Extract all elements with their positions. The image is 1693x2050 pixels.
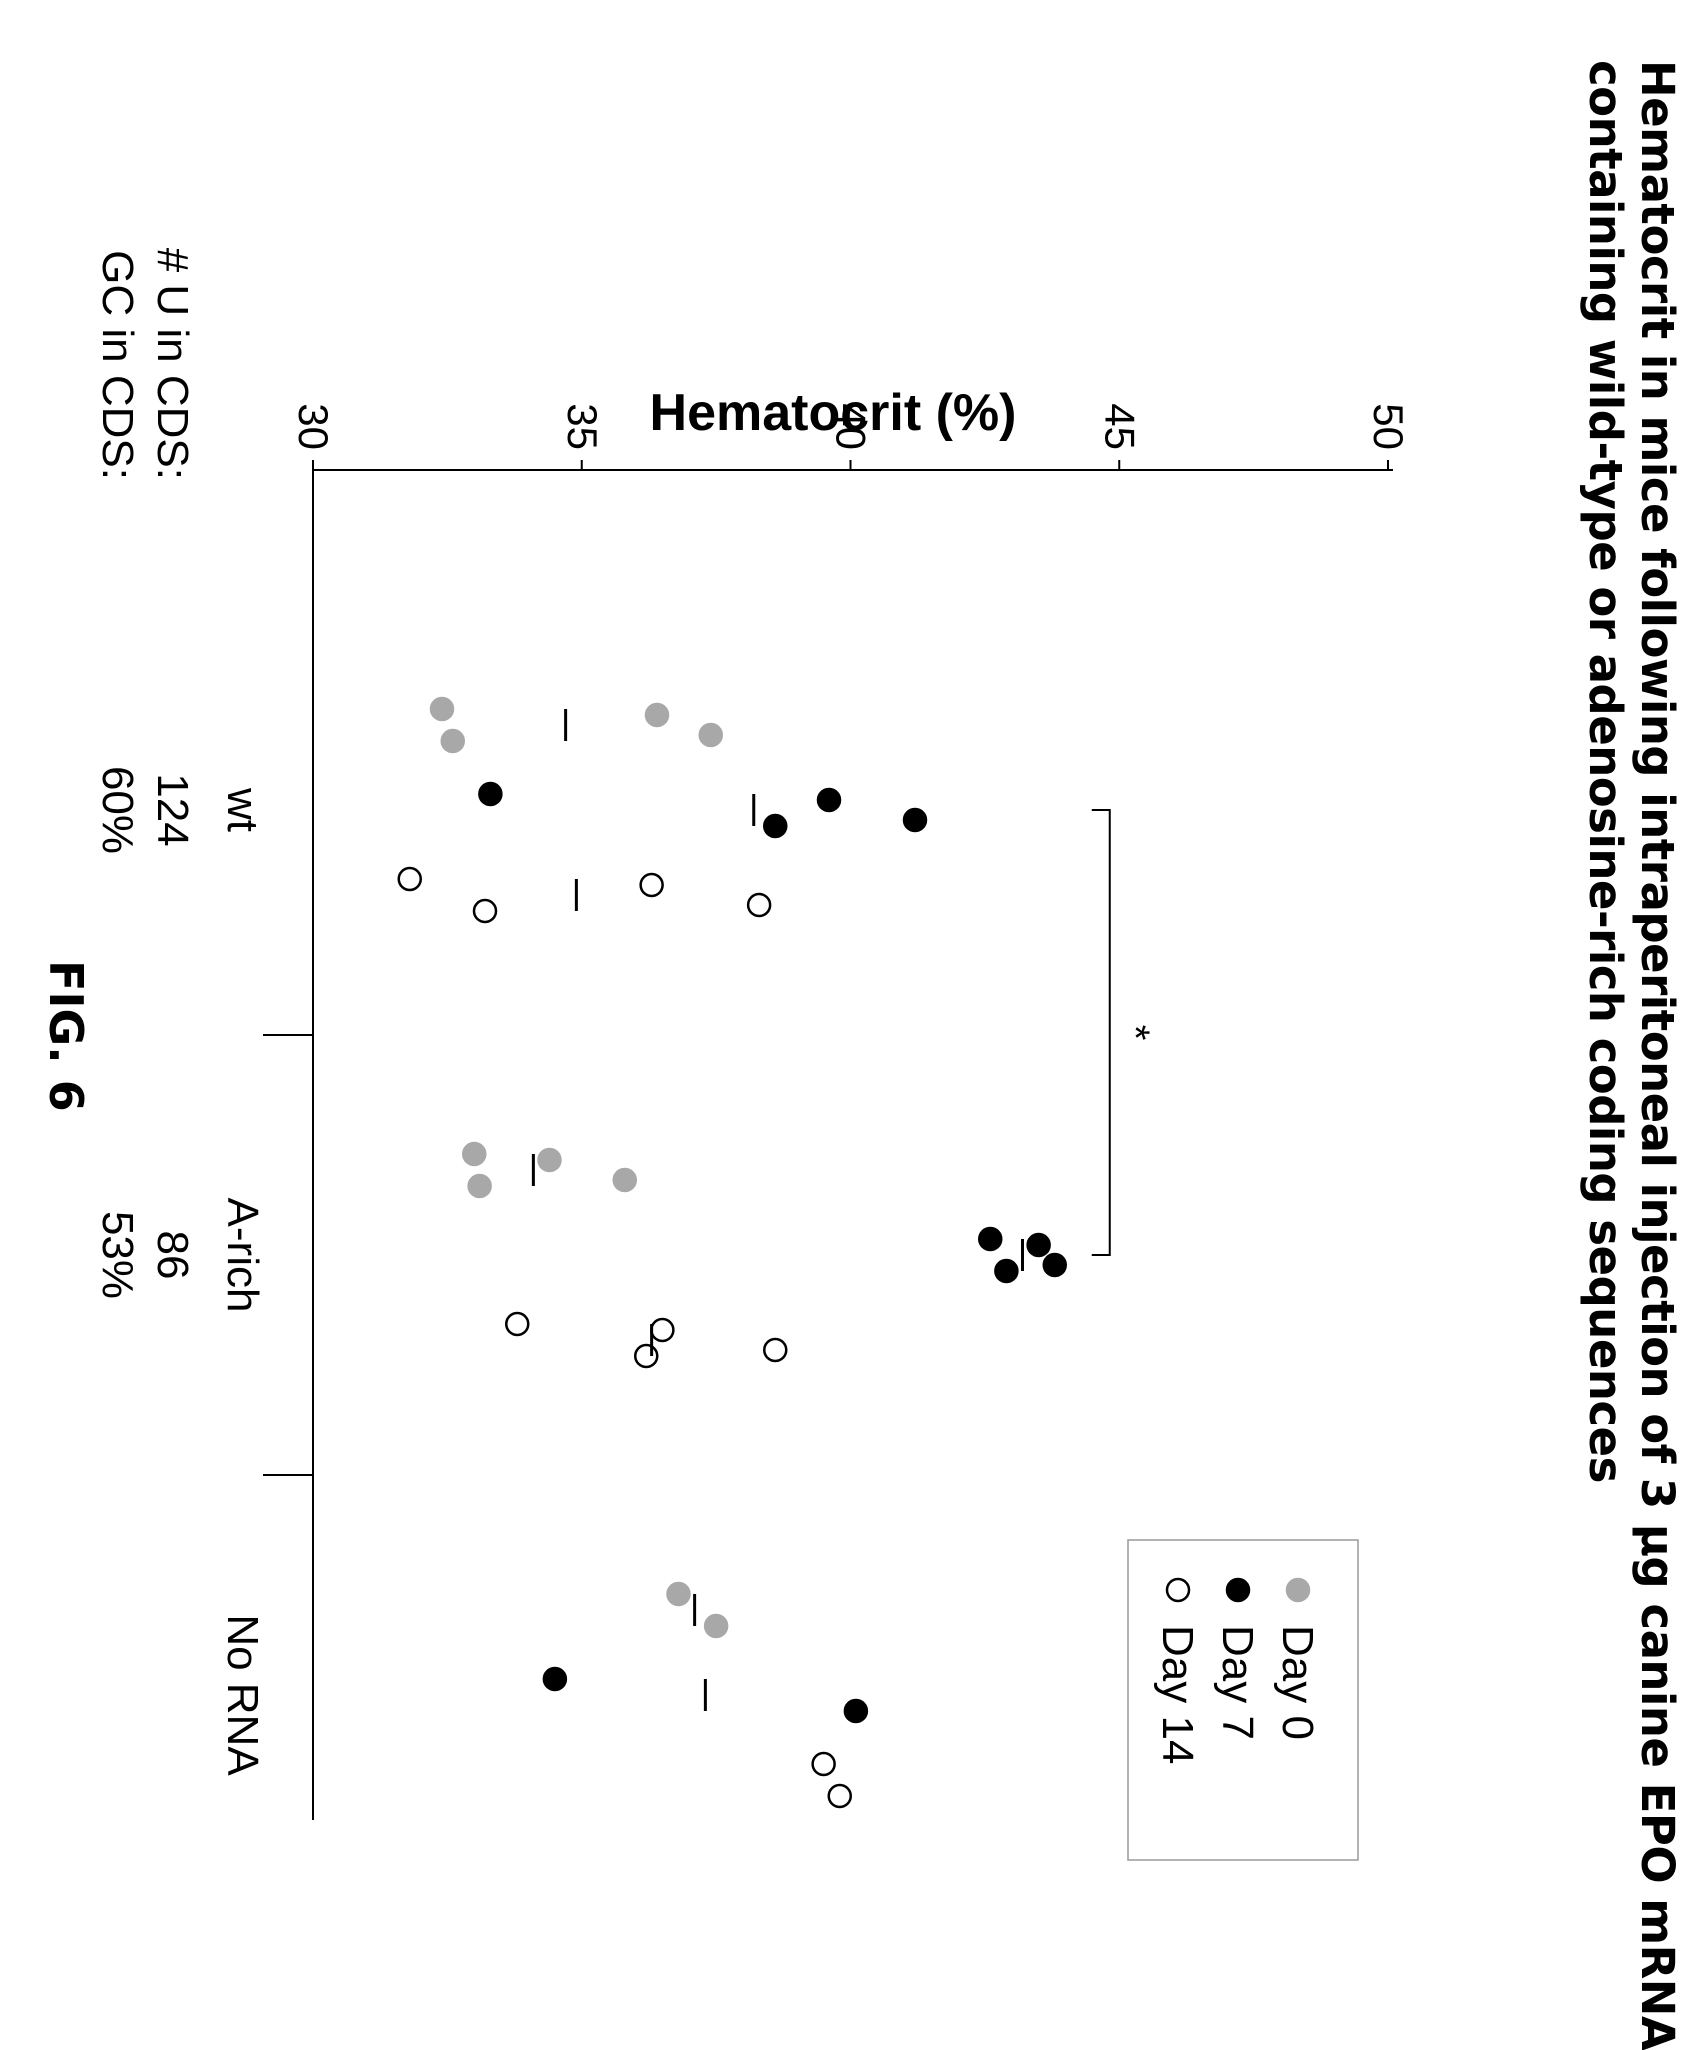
data-point bbox=[644, 702, 670, 728]
data-point bbox=[397, 866, 422, 892]
data-point bbox=[505, 1311, 530, 1337]
legend-box bbox=[1127, 1539, 1359, 1861]
gc-in-cds-row-label: GC in CDS: bbox=[93, 250, 142, 480]
legend-label: Day 14 bbox=[1153, 1625, 1202, 1764]
data-point bbox=[478, 781, 503, 807]
u-in-cds-row-label: # U in CDS: bbox=[148, 248, 197, 480]
data-point bbox=[429, 696, 455, 722]
data-point bbox=[1026, 1232, 1051, 1258]
figure-label: FIG. 6 bbox=[39, 960, 93, 1112]
data-point bbox=[763, 1337, 788, 1363]
data-point bbox=[537, 1147, 562, 1173]
data-point bbox=[612, 1167, 637, 1193]
significance-bracket bbox=[1091, 809, 1111, 1256]
data-point bbox=[902, 807, 928, 833]
data-point bbox=[440, 728, 465, 754]
u-in-cds-value: 86 bbox=[148, 1231, 197, 1280]
data-point bbox=[467, 1173, 492, 1199]
gc-in-cds-value: 53% bbox=[93, 1211, 142, 1299]
data-point bbox=[811, 1751, 836, 1777]
data-point bbox=[843, 1698, 869, 1724]
legend-label: Day 7 bbox=[1213, 1625, 1262, 1740]
legend-marker bbox=[1285, 1577, 1311, 1603]
category-label: A-rich bbox=[218, 1198, 267, 1313]
data-point bbox=[994, 1258, 1019, 1284]
data-point bbox=[703, 1613, 729, 1639]
data-point bbox=[746, 892, 772, 918]
y-axis-label: Hematocrit (%) bbox=[650, 384, 1017, 442]
data-point bbox=[698, 722, 723, 748]
legend-label: Day 0 bbox=[1273, 1625, 1322, 1740]
y-tick-label: 50 bbox=[1365, 403, 1412, 450]
significance-asterisk: * bbox=[1113, 1025, 1157, 1041]
data-point bbox=[978, 1226, 1003, 1252]
u-in-cds-value: 124 bbox=[148, 773, 197, 846]
data-point bbox=[472, 898, 498, 924]
data-point bbox=[462, 1141, 487, 1167]
data-point bbox=[639, 872, 664, 898]
data-point bbox=[816, 787, 842, 813]
data-point bbox=[1042, 1252, 1067, 1278]
data-point bbox=[763, 813, 788, 839]
data-point bbox=[666, 1581, 691, 1607]
y-tick-label: 40 bbox=[828, 403, 875, 450]
data-point bbox=[634, 1343, 659, 1369]
data-point bbox=[650, 1317, 675, 1343]
legend-marker bbox=[1165, 1577, 1191, 1603]
data-point bbox=[827, 1783, 852, 1809]
category-label: No RNA bbox=[218, 1614, 267, 1776]
data-point bbox=[542, 1666, 568, 1692]
y-tick-label: 30 bbox=[290, 403, 337, 450]
category-label: wt bbox=[218, 787, 267, 832]
legend-marker bbox=[1225, 1577, 1251, 1603]
gc-in-cds-value: 60% bbox=[93, 766, 142, 854]
y-tick-label: 45 bbox=[1096, 403, 1143, 450]
y-tick-label: 35 bbox=[559, 403, 606, 450]
